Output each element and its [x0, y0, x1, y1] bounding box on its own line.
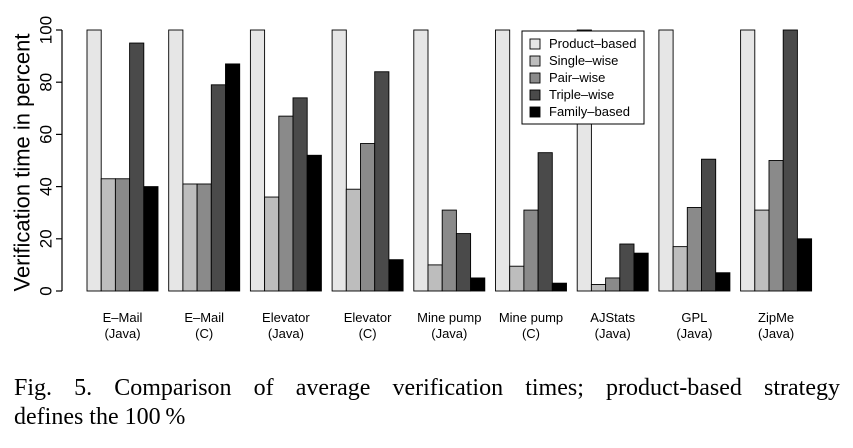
bar — [249, 29, 266, 292]
bar — [551, 282, 567, 292]
bar — [633, 252, 649, 292]
x-tick-label: E–Mail — [184, 310, 224, 325]
legend-entry: Product–based — [549, 36, 636, 51]
x-tick-label: Elevator — [344, 310, 392, 325]
x-tick-label: Elevator — [262, 310, 310, 325]
y-tick-label: 40 — [37, 177, 56, 196]
x-tick-label: ZipMe — [758, 310, 794, 325]
bar — [427, 264, 443, 292]
legend-swatch — [529, 106, 541, 118]
legend-box — [521, 30, 645, 125]
bar — [605, 277, 621, 292]
legend-entry: Single–wise — [549, 53, 618, 68]
bar — [278, 115, 294, 292]
bar — [686, 207, 702, 292]
bar — [210, 84, 226, 292]
bar — [374, 71, 390, 292]
bar — [782, 29, 798, 292]
bar — [672, 246, 688, 292]
bar — [114, 178, 131, 292]
y-axis-label: Verification time in percent — [10, 33, 35, 291]
bar — [590, 284, 607, 292]
bar-chart: 0 20 40 60 80 100 Verification time in percent… — [10, 16, 813, 341]
bar — [86, 29, 102, 292]
x-tick-label-sub: (C) — [195, 326, 213, 341]
y-tick-label: 100 — [37, 16, 56, 44]
bar — [658, 29, 674, 292]
legend-entry: Family–based — [549, 104, 630, 119]
x-tick-label-sub: (Java) — [676, 326, 712, 341]
legend-swatch — [529, 38, 541, 50]
bar — [345, 188, 361, 292]
x-tick-label-sub: (Java) — [758, 326, 794, 341]
bar — [413, 29, 429, 292]
caption-line-2: defines the 100 % — [14, 404, 186, 430]
x-tick-label: Mine pump — [417, 310, 481, 325]
caption-line-1: Fig. 5. Comparison of average verificati… — [14, 375, 840, 401]
bar — [619, 243, 635, 292]
x-tick-label: Mine pump — [499, 310, 563, 325]
bar — [796, 238, 813, 292]
y-tick-label: 60 — [37, 125, 56, 144]
x-tick-label-sub: (Java) — [104, 326, 140, 341]
bar — [768, 160, 784, 292]
bar — [331, 29, 347, 292]
bar — [143, 186, 159, 292]
bar — [264, 196, 280, 292]
bar — [495, 29, 511, 292]
bar — [168, 29, 184, 292]
bar — [360, 143, 376, 292]
bar — [537, 152, 553, 292]
legend-entry: Triple–wise — [549, 87, 614, 102]
x-tick-label-sub: (Java) — [431, 326, 467, 341]
legend-swatch — [529, 72, 541, 84]
bar — [182, 183, 198, 292]
x-tick-label: GPL — [681, 310, 707, 325]
bar — [441, 209, 457, 292]
y-tick-label: 0 — [37, 286, 56, 295]
x-tick-label-sub: (Java) — [268, 326, 304, 341]
y-tick-label: 80 — [37, 73, 56, 92]
y-tick-label: 20 — [37, 229, 56, 248]
x-tick-label: E–Mail — [103, 310, 143, 325]
bar — [100, 178, 116, 292]
bar — [470, 277, 486, 292]
bar — [455, 233, 472, 292]
x-tick-label-sub: (C) — [522, 326, 540, 341]
bar — [225, 63, 241, 292]
figure-caption: Fig. 5. Comparison of average verificati… — [14, 374, 840, 432]
bar — [388, 259, 404, 292]
legend-entry: Pair–wise — [549, 70, 605, 85]
bar — [701, 158, 717, 292]
bar — [754, 209, 770, 292]
legend-swatch — [529, 89, 541, 101]
bar — [740, 29, 756, 292]
bar — [509, 265, 525, 292]
bar — [196, 183, 212, 292]
x-tick-label-sub: (C) — [359, 326, 377, 341]
legend-swatch — [529, 55, 541, 67]
bar — [715, 272, 731, 292]
bar — [292, 97, 308, 292]
bar — [306, 154, 322, 292]
bar — [523, 209, 539, 292]
bar — [129, 42, 145, 292]
x-tick-label-sub: (Java) — [595, 326, 631, 341]
x-tick-label: AJStats — [590, 310, 635, 325]
